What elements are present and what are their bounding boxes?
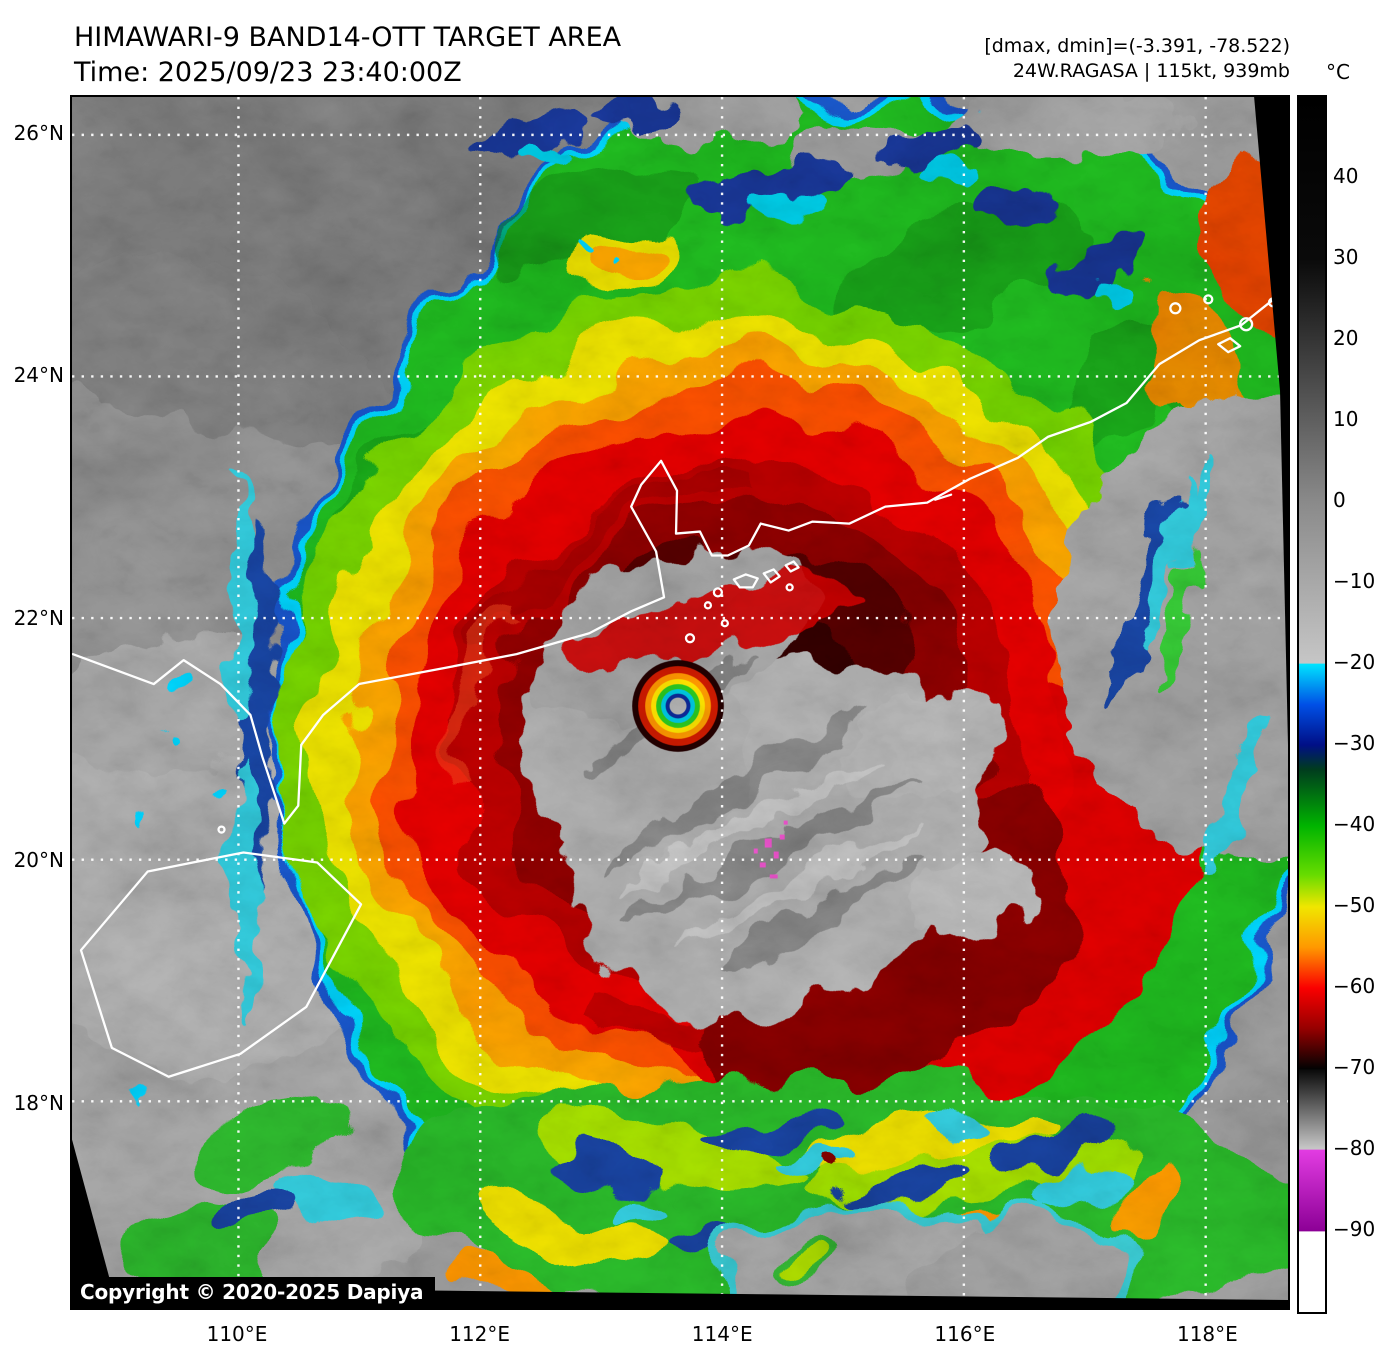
colorbar-tick-10: 10 [1333,407,1359,431]
annotation-block: [dmax, dmin]=(-3.391, -78.522) 24W.RAGAS… [984,34,1290,84]
lat-label-24: 24°N [13,363,64,388]
colorbar [1297,95,1327,1314]
colorbar-tick--80: −80 [1333,1136,1376,1160]
colorbar-tick-20: 20 [1333,326,1359,350]
colorbar-tick-40: 40 [1333,164,1359,188]
coastline [72,293,1288,1078]
lon-label-116: 116°E [934,1322,996,1346]
dmax-dmin-readout: [dmax, dmin]=(-3.391, -78.522) [984,35,1290,57]
longitude-axis-labels: 110°E 112°E 114°E 116°E 118°E [0,1322,1390,1352]
storm-info: 24W.RAGASA | 115kt, 939mb [1012,60,1290,82]
colorbar-tick--50: −50 [1333,893,1376,917]
lat-label-26: 26°N [13,121,64,145]
lat-label-20: 20°N [13,848,64,873]
colorbar-tick-0: 0 [1333,488,1346,512]
grid-lines [72,97,1288,1301]
colorbar-unit-label: °C [1326,60,1350,84]
colorbar-tick--70: −70 [1333,1055,1376,1079]
product-time: Time: 2025/09/23 23:40:00Z [74,57,462,88]
lon-label-110: 110°E [206,1322,268,1346]
satellite-image [72,97,1288,1308]
lat-label-18: 18°N [13,1090,64,1115]
colorbar-tick--90: −90 [1333,1217,1376,1241]
copyright-badge: Copyright © 2020-2025 Dapiya [72,1277,436,1308]
grain-texture [72,97,1288,1301]
product-title: HIMAWARI-9 BAND14-OTT TARGET AREA [74,22,622,53]
colorbar-tick--60: −60 [1333,974,1376,998]
colorbar-tick--30: −30 [1333,731,1376,755]
colorbar-tick-labels: 40 30 20 10 0 −10 −20 −30 −40 −50 −60 −70 −80 −90 [1333,95,1388,1310]
map-frame: Copyright © 2020-2025 Dapiya [70,95,1290,1310]
title-block: HIMAWARI-9 BAND14-OTT TARGET AREA Time: … [74,20,621,90]
colorbar-tick--10: −10 [1333,569,1376,593]
colorbar-tick-30: 30 [1333,245,1359,269]
latitude-axis-labels: 26°N 24°N 22°N 20°N 18°N [0,0,66,1359]
lon-label-114: 114°E [691,1322,753,1346]
colorbar-tick--20: −20 [1333,650,1376,674]
lon-label-112: 112°E [449,1322,510,1346]
lat-label-22: 22°N [13,605,64,630]
colorbar-tick--40: −40 [1333,812,1376,836]
lon-label-118: 118°E [1176,1322,1238,1346]
